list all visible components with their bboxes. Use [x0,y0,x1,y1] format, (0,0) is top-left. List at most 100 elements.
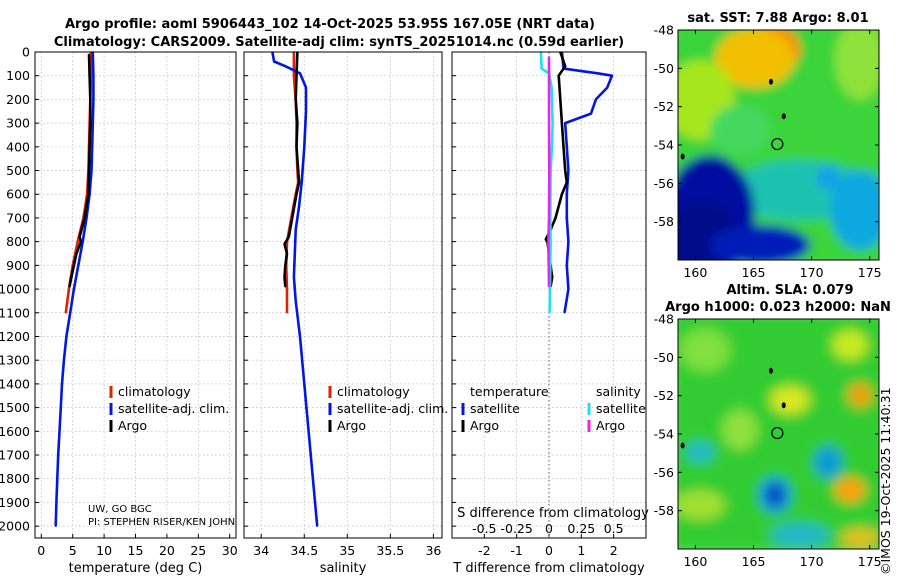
data-point [68,288,70,290]
data-point [299,72,301,75]
data-point [554,217,557,219]
data-point [85,217,88,219]
imos-watermark: ©IMOS 19-Oct-2025 11:40:31 [878,387,893,575]
y-tick-label: 1300 [0,353,30,368]
y-tick-label: 1000 [0,282,30,297]
data-point [286,252,288,255]
y-tick-label: 800 [6,234,30,249]
y-tick-label: 2000 [0,519,30,534]
data-point [293,74,295,77]
data-point [548,217,550,219]
data-point [64,311,67,314]
y-tick-label: 1800 [0,471,30,486]
data-point [284,65,287,68]
map-frame [677,318,880,550]
data-point [284,285,287,288]
data-point [606,86,608,89]
y-tick-label: -58 [654,503,674,518]
y-tick-label: -50 [654,350,674,365]
argo-position-marker [771,426,784,440]
y-tick-label: 1600 [0,424,30,439]
top-x-tick-label: 0.25 [567,521,595,536]
data-point [298,181,300,184]
island-outline [680,442,685,449]
temperature-legend: climatology satellite-adj. clim. Argo [109,384,229,433]
plot-frame [34,51,237,539]
data-point [76,240,79,243]
y-tick-label: -54 [654,427,674,442]
x-tick-label: 160 [683,554,707,569]
data-point [548,74,550,77]
data-point [75,252,78,255]
data-point [557,74,560,77]
x-tick-label: 25 [190,543,206,558]
x-tick-label: 0 [37,543,45,558]
y-tick-label: 100 [6,68,30,83]
data-point [307,430,310,433]
data-point [305,86,307,89]
data-point [551,122,554,124]
x-tick-label: 20 [159,543,175,558]
y-tick-label: -56 [654,176,674,191]
data-point [565,146,568,148]
legend-climatology-label: climatology [337,384,410,399]
data-point [293,252,296,255]
data-point [69,311,71,314]
map-frame [677,29,880,261]
data-point [549,240,552,243]
data-point [551,276,554,279]
data-point [293,276,295,279]
data-point [548,55,550,58]
sla-map-title: Altim. SLA: 0.079 [727,283,854,298]
data-point [564,169,566,172]
y-tick-label: -52 [654,99,674,114]
data-point [70,276,73,279]
data-point [68,285,71,288]
series-line [560,51,614,314]
data-point [590,112,592,115]
x-tick-label: 34.5 [290,543,318,558]
y-tick-label: -48 [654,312,674,327]
difference-legend: temperature satellite Argo salinity sate… [461,384,646,433]
y-tick-label: 1900 [0,495,30,510]
data-point [549,288,551,290]
plot-frame [243,51,443,539]
data-point [89,98,92,101]
data-point [88,146,91,148]
data-point [57,454,60,456]
temperature-panel: 0 5 10 15 20 25 300100200300400500600700800900… [0,45,238,577]
data-point [559,98,562,101]
title-line-2: Climatology: CARS2009. Satellite-adj cli… [54,35,624,50]
data-point [286,288,288,290]
sst-map-axes: 160 165 170 175 -48 -50 -52 -54 -56 -58 [654,23,882,281]
x-tick-label: 34 [253,543,269,558]
data-point [298,205,300,207]
data-point [61,383,63,385]
salinity-panel: 34 34.5 35 35.5 36 salinity [243,51,443,576]
legend-temp-satellite-label: satellite [470,401,520,416]
x-tick-label: 170 [800,265,824,280]
top-x-tick-label: -0.25 [500,521,532,536]
data-point [565,264,568,267]
x-tick-label: 35.5 [376,543,404,558]
x-tick-label: 175 [858,554,882,569]
legend-satellite-label: satellite-adj. clim. [118,401,229,416]
y-tick-label: 400 [6,139,30,154]
data-point [561,122,563,124]
data-point [77,264,80,267]
data-point [551,146,553,148]
data-point [283,243,286,245]
data-point [294,98,297,101]
x-tick-label: 170 [800,554,824,569]
data-point [92,98,95,101]
data-point [565,217,568,219]
x-tick-label: 1 [577,543,585,558]
data-point [295,193,298,196]
data-point [550,86,553,89]
data-point [564,122,566,124]
title-line-1: Argo profile: aoml 5906443_102 14-Oct-20… [65,17,595,32]
x-axis-label: salinity [320,561,367,576]
y-tick-label: -58 [654,214,674,229]
x-tick-label: 2 [610,543,618,558]
x-tick-label: 160 [683,265,707,280]
